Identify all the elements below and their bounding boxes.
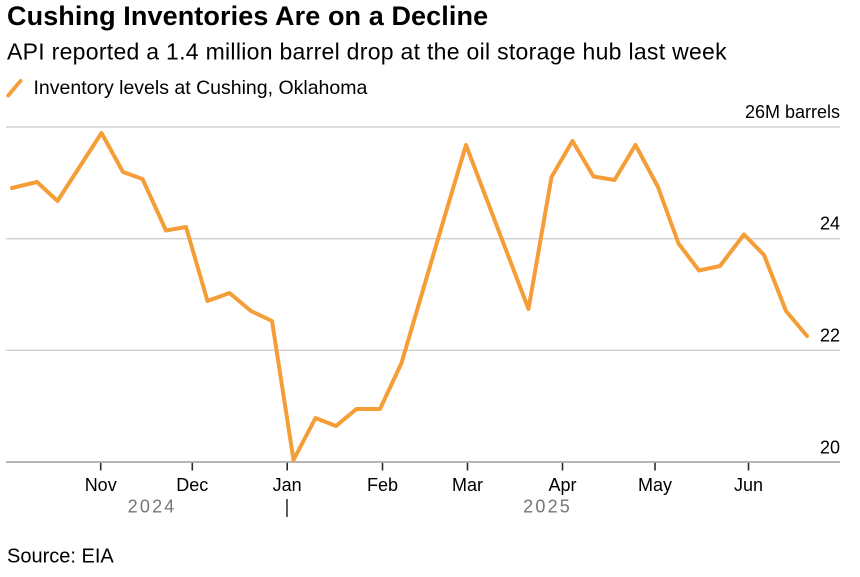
svg-text:Dec: Dec (176, 475, 208, 495)
svg-text:May: May (638, 475, 672, 495)
svg-text:Source: EIA: Source: EIA (7, 546, 114, 568)
svg-text:Cushing Inventories Are on a D: Cushing Inventories Are on a Decline (7, 1, 488, 31)
svg-text:Jan: Jan (273, 475, 302, 495)
svg-text:API reported a 1.4 million bar: API reported a 1.4 million barrel drop a… (7, 38, 727, 64)
svg-text:Inventory levels at Cushing, O: Inventory levels at Cushing, Oklahoma (34, 77, 368, 99)
svg-text:Feb: Feb (367, 475, 398, 495)
svg-text:Nov: Nov (85, 475, 117, 495)
svg-text:2024: 2024 (128, 496, 177, 516)
svg-text:Mar: Mar (452, 475, 483, 495)
svg-text:Apr: Apr (548, 475, 576, 495)
svg-text:Jun: Jun (734, 475, 763, 495)
svg-text:22: 22 (820, 326, 840, 346)
svg-text:24: 24 (820, 213, 840, 233)
svg-text:20: 20 (820, 438, 840, 458)
svg-text:26M barrels: 26M barrels (745, 102, 840, 122)
svg-text:2025: 2025 (523, 496, 572, 516)
